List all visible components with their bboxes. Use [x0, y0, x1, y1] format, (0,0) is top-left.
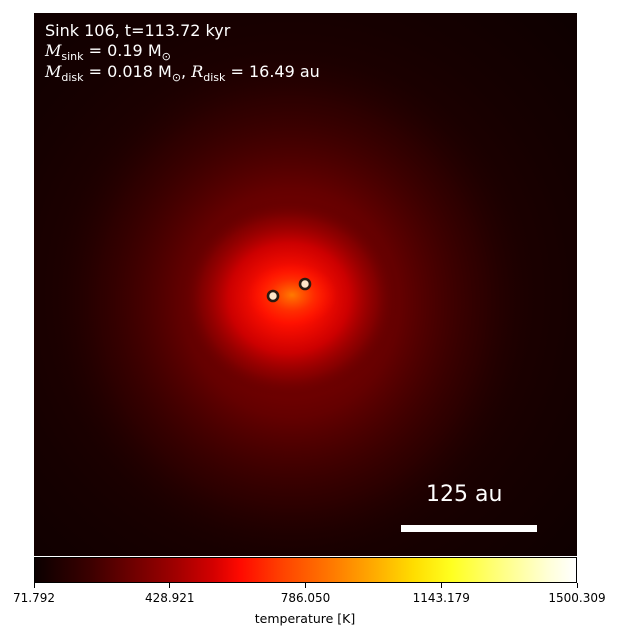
sink-a-marker	[266, 289, 280, 303]
colorbar-tick-label: 786.050	[280, 591, 331, 605]
colorbar-tick-label: 1500.309	[548, 591, 606, 605]
disk-line: Mdisk = 0.018 M⊙, Rdisk = 16.49 au	[45, 63, 320, 87]
temperature-map: Sink 106, t=113.72 kyr Msink = 0.19 M⊙ M…	[34, 13, 577, 556]
disk-separator: ,	[181, 62, 192, 81]
colorbar-tick-label: 71.792	[13, 591, 55, 605]
disk-mass-value: = 0.018 M	[83, 62, 172, 81]
colorbar-tick	[33, 583, 35, 588]
sink-mass-line: Msink = 0.19 M⊙	[45, 42, 171, 66]
sink-mass-symbol: M	[45, 41, 62, 60]
temperature-map-image	[34, 13, 577, 556]
colorbar-tick	[440, 583, 442, 588]
disk-radius-subscript: disk	[203, 71, 226, 85]
scale-bar-label: 125 au	[426, 482, 503, 507]
disk-radius-symbol: R	[191, 62, 204, 81]
colorbar-label: temperature [K]	[254, 611, 356, 626]
sink-title: Sink 106, t=113.72 kyr	[45, 22, 230, 40]
scale-bar	[401, 525, 537, 532]
sink-mass-sun-symbol: ⊙	[161, 50, 171, 64]
sink-b-marker	[298, 277, 312, 291]
colorbar-tick-label: 428.921	[144, 591, 195, 605]
sink-mass-value: = 0.19 M	[83, 41, 162, 60]
colorbar-tick	[169, 583, 171, 588]
colorbar-tick	[576, 583, 578, 588]
colorbar-tick	[305, 583, 306, 588]
sink-mass-subscript: sink	[61, 50, 84, 64]
colorbar	[34, 557, 577, 583]
disk-radius-value: = 16.49 au	[225, 62, 320, 81]
disk-mass-subscript: disk	[61, 71, 84, 85]
colorbar-tick-label: 1143.179	[412, 591, 470, 605]
sink-title-text: Sink 106, t=113.72 kyr	[45, 21, 231, 40]
disk-mass-sun-symbol: ⊙	[171, 71, 182, 85]
disk-mass-symbol: M	[45, 62, 62, 81]
